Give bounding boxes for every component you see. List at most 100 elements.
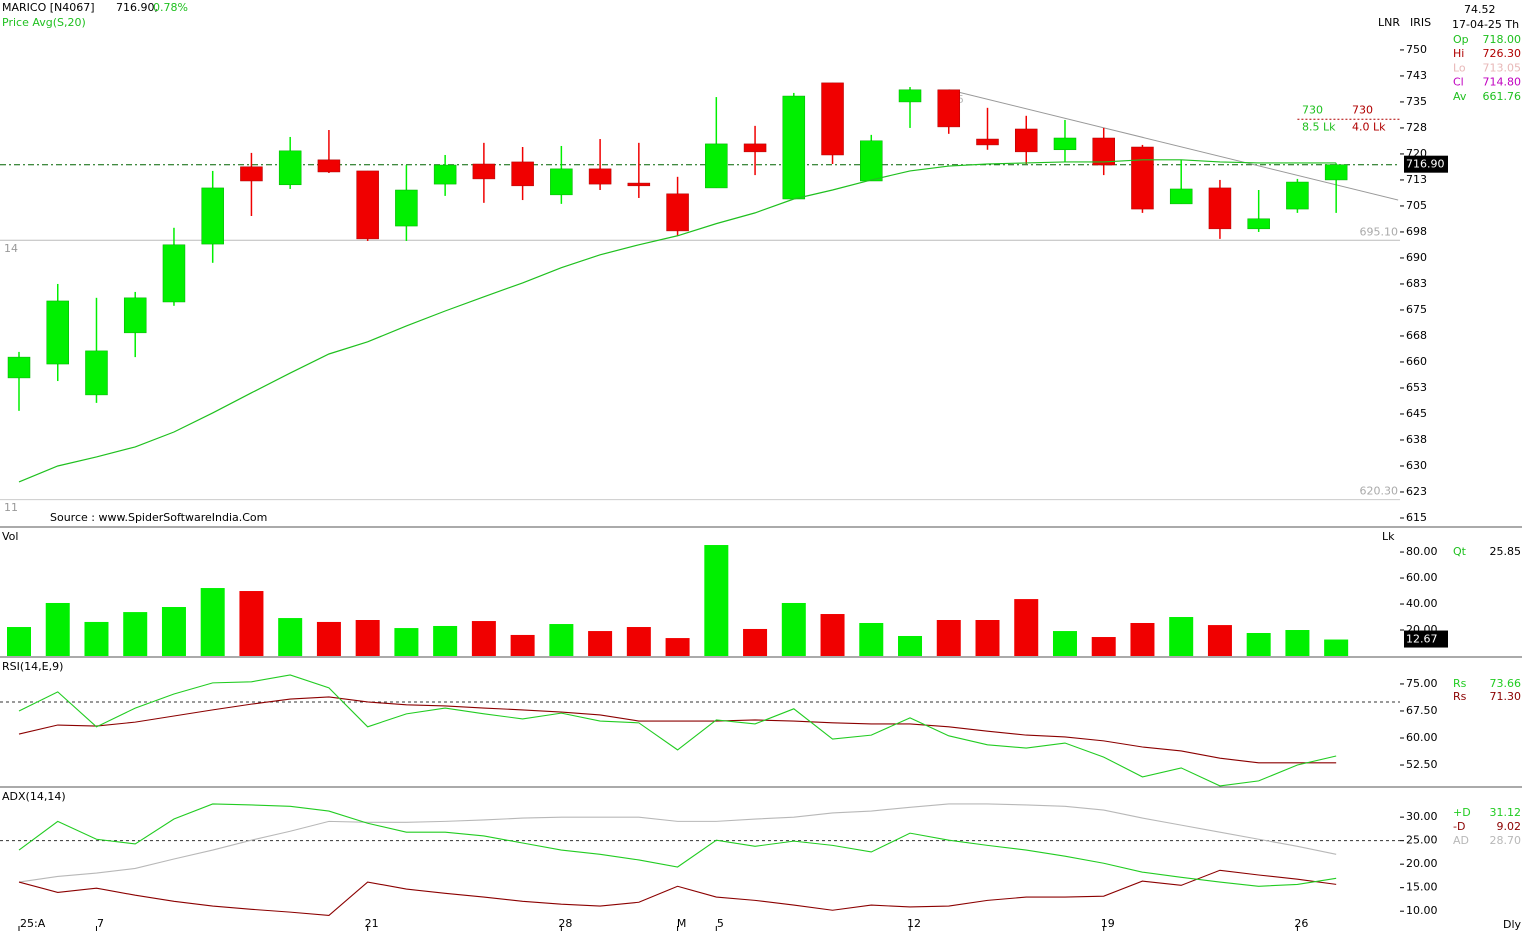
candle-body <box>395 189 418 227</box>
y-tick-label: 705 <box>1406 199 1427 212</box>
indicator-line <box>18 869 1337 916</box>
volume-bar <box>1014 599 1039 656</box>
last-volume-box <box>1404 630 1448 648</box>
volume-bar <box>1169 617 1194 656</box>
volume-bar <box>626 627 651 656</box>
candle-body <box>46 300 69 365</box>
y-tick-label: 623 <box>1406 485 1427 498</box>
y-tick-label: 10.00 <box>1406 904 1438 917</box>
y-tick-label: 675 <box>1406 303 1427 316</box>
toolbar-item[interactable]: LNR <box>1378 16 1400 29</box>
y-tick-label: 645 <box>1406 407 1427 420</box>
volume-bar <box>355 620 380 656</box>
unit: Lk <box>1382 530 1395 543</box>
volume-bar <box>123 612 148 656</box>
volume-bar <box>781 602 806 656</box>
annotation: 14 <box>4 242 18 255</box>
candle-body <box>898 89 922 103</box>
x-tick-label: 19 <box>1101 917 1115 930</box>
readout-value: 726.30 <box>1483 47 1522 60</box>
legend-name: AD <box>1453 834 1469 847</box>
readout-name: Lo <box>1453 61 1466 74</box>
y-tick-label: 713 <box>1406 173 1427 186</box>
volume-bar <box>588 631 613 656</box>
candle-body <box>666 193 689 232</box>
volume-bar <box>820 614 845 656</box>
candle-body <box>201 187 224 245</box>
y-tick-label: 80.00 <box>1406 545 1438 558</box>
candle-body <box>433 164 457 185</box>
x-tick-label: 28 <box>558 917 572 930</box>
x-tick-label: M <box>677 917 687 930</box>
volume-bar <box>7 627 31 656</box>
volume-bar <box>471 621 496 656</box>
hline-label: 620.30 <box>1360 485 1399 498</box>
candle-body <box>162 244 186 303</box>
target-label: 8.5 Lk <box>1302 120 1336 133</box>
readout-value: 714.80 <box>1483 76 1522 89</box>
volume-bar <box>1091 637 1116 656</box>
overlay-name: Price Avg(S,20) <box>2 16 86 29</box>
candle-body <box>1324 164 1348 181</box>
legend-value: 28.70 <box>1490 834 1522 847</box>
candle-body <box>743 143 767 153</box>
volume-bar <box>743 628 768 656</box>
volume-bar <box>1246 632 1271 656</box>
y-tick-label: 735 <box>1406 95 1427 108</box>
y-tick-label: 40.00 <box>1406 597 1438 610</box>
candle-body <box>588 168 612 185</box>
candle-body <box>1208 187 1232 230</box>
volume-bar <box>975 620 1000 656</box>
indicator-line <box>18 803 1337 883</box>
volume-bar <box>394 628 419 656</box>
readout-value: 718.00 <box>1483 33 1522 46</box>
y-tick-label: 743 <box>1406 69 1427 82</box>
moving-average <box>18 159 1337 483</box>
source: Source : www.SpiderSoftwareIndia.Com <box>50 511 267 524</box>
hline-label: 695.10 <box>1360 225 1399 238</box>
candle-body <box>1014 128 1038 153</box>
legend-value: 31.12 <box>1490 806 1522 819</box>
candle-body <box>278 150 302 186</box>
candle-body <box>550 168 573 196</box>
change: 0.78% <box>153 1 188 14</box>
last-price-box <box>1404 155 1448 173</box>
y-tick-label: 30.00 <box>1406 810 1438 823</box>
volume-bar <box>936 620 961 656</box>
volume-bar <box>433 625 458 656</box>
legend-name: Rs <box>1453 677 1467 690</box>
y-tick-label: 630 <box>1406 459 1427 472</box>
candle-body <box>1286 181 1309 210</box>
y-tick-label: 668 <box>1406 329 1427 342</box>
y-tick-label: 690 <box>1406 251 1427 264</box>
volume-bar <box>1130 622 1155 656</box>
legend-name: Rs <box>1453 690 1467 703</box>
toolbar-item[interactable]: IRIS <box>1410 16 1431 29</box>
target-label: 730 <box>1352 103 1373 116</box>
y-tick-label: 660 <box>1406 355 1427 368</box>
symbol: MARICO [N4067] <box>2 1 95 14</box>
readout-name: Cl <box>1453 76 1464 89</box>
volume-bar <box>859 622 884 656</box>
indicator-line <box>18 696 1337 764</box>
readout-name: Hi <box>1453 47 1464 60</box>
y-tick-label: 60.00 <box>1406 571 1438 584</box>
period: Dly <box>1503 918 1522 931</box>
legend-value: 73.66 <box>1490 677 1522 690</box>
price: 716.90, <box>116 1 158 14</box>
readout-name: Av <box>1453 90 1467 103</box>
readout-value: 661.76 <box>1483 90 1522 103</box>
volume-bar <box>898 635 923 656</box>
candle-body <box>240 166 263 182</box>
x-tick-label: 21 <box>365 917 379 930</box>
y-tick-label: 25.00 <box>1406 834 1438 847</box>
candle-body <box>1053 137 1077 151</box>
volume-bar <box>161 607 186 656</box>
volume-bar <box>1052 631 1077 656</box>
volume-bar <box>200 588 225 656</box>
candle-body <box>472 163 496 180</box>
y-tick-label: 653 <box>1406 381 1427 394</box>
y-tick-label: 615 <box>1406 511 1427 524</box>
